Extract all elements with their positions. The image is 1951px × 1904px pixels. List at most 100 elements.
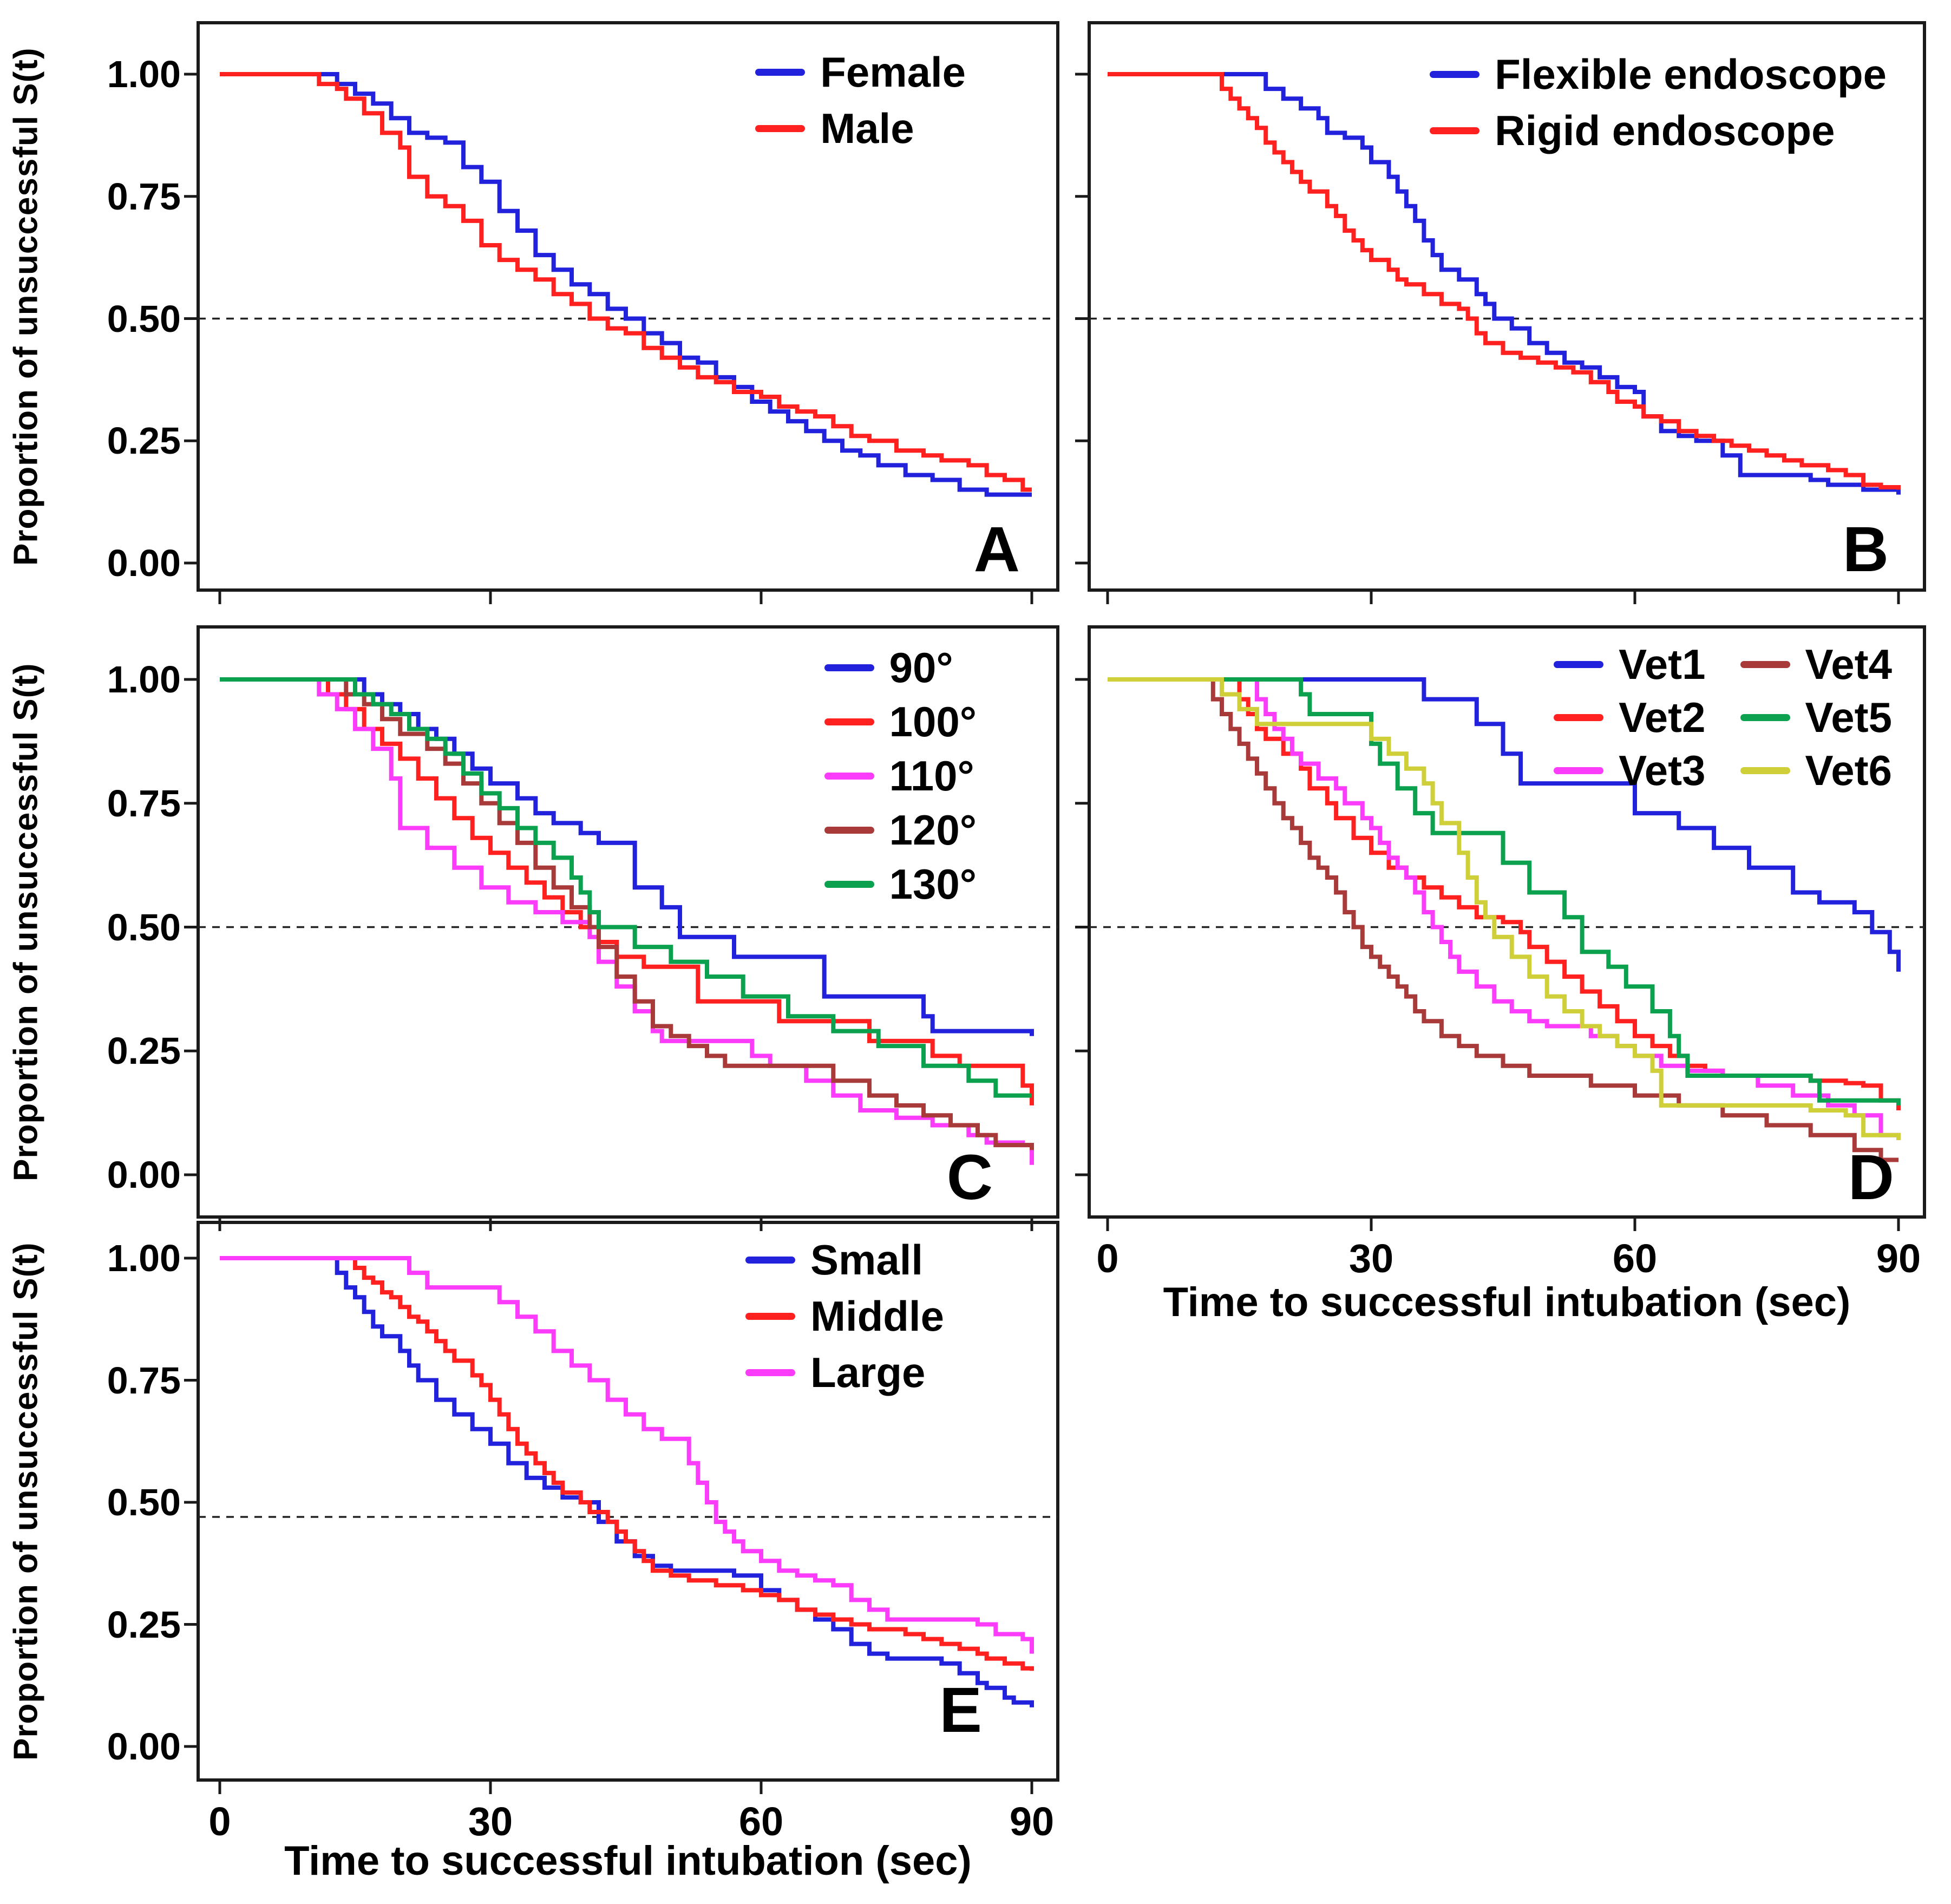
legend-label: 130° bbox=[889, 860, 977, 908]
panel-B-legend: Flexible endoscope Rigid endoscope bbox=[1430, 53, 1887, 152]
series-Male bbox=[220, 72, 1032, 492]
legend-item-120°: 120° bbox=[824, 809, 977, 851]
legend-swatch-100° bbox=[824, 718, 874, 725]
legend-item-Small: Small bbox=[745, 1239, 944, 1281]
legend-swatch-Vet2 bbox=[1554, 714, 1604, 721]
x-tick-label: 30 bbox=[468, 1799, 513, 1844]
legend-item-Male: Male bbox=[755, 107, 966, 149]
series-100° bbox=[220, 677, 1034, 1105]
y-tick-label: 0.00 bbox=[107, 1154, 181, 1196]
series-Rigid endoscope bbox=[1108, 72, 1901, 490]
legend-swatch-110° bbox=[824, 772, 874, 780]
y-tick-label: 1.00 bbox=[107, 658, 181, 701]
panel-C-letter: C bbox=[946, 1142, 993, 1213]
legend-label: 120° bbox=[889, 806, 977, 854]
legend-label: Vet5 bbox=[1805, 693, 1892, 741]
legend-item-Large: Large bbox=[745, 1351, 944, 1393]
x-tick-label: 0 bbox=[1096, 1236, 1119, 1281]
legend-item-130°: 130° bbox=[824, 863, 977, 905]
legend-label: Large bbox=[810, 1349, 926, 1396]
y-tick-label: 0.75 bbox=[107, 175, 181, 218]
legend-swatch-Vet5 bbox=[1740, 714, 1790, 721]
series-Vet1 bbox=[1108, 677, 1901, 972]
x-tick-label: 0 bbox=[208, 1799, 231, 1844]
legend-label: Small bbox=[810, 1236, 924, 1284]
panel-C-plot bbox=[184, 625, 1059, 1231]
legend-item-Vet6: Vet6 bbox=[1740, 749, 1892, 791]
legend-swatch-Large bbox=[745, 1369, 795, 1376]
legend-item-Middle: Middle bbox=[745, 1295, 944, 1337]
legend-label: Flexible endoscope bbox=[1495, 50, 1887, 98]
series-Vet6 bbox=[1108, 677, 1901, 1140]
y-tick-label: 0.00 bbox=[107, 1725, 181, 1768]
legend-label: 100° bbox=[889, 698, 977, 745]
legend-swatch-Middle bbox=[745, 1312, 795, 1320]
legend-swatch-Flexible endoscope bbox=[1430, 70, 1480, 78]
panel-B-plot bbox=[1075, 21, 1926, 604]
panel-A-legend: Female Male bbox=[755, 51, 966, 149]
y-tick-label: 0.50 bbox=[107, 297, 181, 340]
panel-D: Vet1 Vet4 Vet2 Vet5 Vet3 Vet6 D bbox=[1075, 625, 1926, 1231]
panel-E-legend: Small Middle Large bbox=[745, 1239, 944, 1393]
legend-label: Rigid endoscope bbox=[1495, 107, 1835, 154]
legend-swatch-120° bbox=[824, 826, 874, 834]
y-tick-label: 0.75 bbox=[107, 1359, 181, 1402]
legend-swatch-Vet1 bbox=[1554, 660, 1604, 668]
legend-swatch-130° bbox=[824, 880, 874, 888]
y-tick-label: 0.00 bbox=[107, 542, 181, 584]
y-tick-label: 1.00 bbox=[107, 53, 181, 95]
panel-E-plot bbox=[184, 1221, 1059, 1794]
legend-swatch-Male bbox=[755, 125, 806, 132]
series-120° bbox=[220, 677, 1034, 1150]
y-tick-label: 0.25 bbox=[107, 1030, 181, 1072]
legend-item-Flexible endoscope: Flexible endoscope bbox=[1430, 53, 1887, 95]
legend-label: Vet2 bbox=[1619, 693, 1706, 741]
legend-item-100°: 100° bbox=[824, 701, 977, 743]
series-Vet5 bbox=[1108, 677, 1901, 1105]
legend-label: Vet3 bbox=[1619, 747, 1706, 794]
legend-swatch-Rigid endoscope bbox=[1430, 127, 1480, 134]
legend-swatch-Vet3 bbox=[1554, 767, 1604, 774]
panel-B: Flexible endoscope Rigid endoscope B bbox=[1075, 21, 1926, 604]
panel-A-letter: A bbox=[973, 514, 1020, 585]
legend-item-110°: 110° bbox=[824, 755, 977, 797]
legend-item-Vet1: Vet1 bbox=[1554, 643, 1706, 685]
legend-label: Vet4 bbox=[1805, 640, 1892, 688]
y-axis-title-row3: Proportion of unsuccessful S(t) bbox=[7, 1242, 45, 1761]
legend-label: Vet6 bbox=[1805, 747, 1892, 794]
y-axis-title-row2: Proportion of unsuccessful S(t) bbox=[7, 663, 45, 1181]
legend-item-Vet4: Vet4 bbox=[1740, 643, 1892, 685]
x-tick-label: 60 bbox=[738, 1799, 784, 1844]
y-tick-label: 0.50 bbox=[107, 1481, 181, 1523]
panel-C-legend: 90° 100° 110° 120° 130° bbox=[824, 646, 977, 905]
legend-item-Vet5: Vet5 bbox=[1740, 696, 1892, 738]
series-Large bbox=[220, 1256, 1034, 1654]
x-tick-label: 90 bbox=[1876, 1236, 1921, 1281]
x-axis-title-D: Time to successful intubation (sec) bbox=[1163, 1279, 1851, 1325]
panel-E-letter: E bbox=[939, 1674, 982, 1746]
panel-A: Female Male A bbox=[184, 21, 1059, 604]
legend-item-Vet3: Vet3 bbox=[1554, 747, 1706, 794]
series-130° bbox=[220, 677, 1032, 1098]
legend-item-Vet2: Vet2 bbox=[1554, 693, 1706, 741]
y-tick-label: 0.25 bbox=[107, 420, 181, 462]
y-tick-label: 0.25 bbox=[107, 1603, 181, 1646]
y-tick-label: 0.75 bbox=[107, 782, 181, 825]
legend-label: 110° bbox=[889, 752, 974, 800]
panel-E: Small Middle Large E bbox=[184, 1221, 1059, 1794]
legend-swatch-Small bbox=[745, 1256, 795, 1264]
y-tick-label: 1.00 bbox=[107, 1237, 181, 1279]
panel-D-plot bbox=[1075, 625, 1926, 1231]
x-tick-label: 30 bbox=[1348, 1236, 1394, 1281]
series-90° bbox=[220, 677, 1034, 1036]
x-tick-label: 60 bbox=[1612, 1236, 1658, 1281]
y-tick-label: 0.50 bbox=[107, 906, 181, 948]
legend-item-90°: 90° bbox=[824, 646, 977, 689]
y-axis-title-row1: Proportion of unsuccessful S(t) bbox=[7, 47, 45, 566]
x-axis-title-E: Time to successful intubation (sec) bbox=[284, 1838, 972, 1884]
series-Middle bbox=[220, 1256, 1034, 1671]
x-tick-label: 90 bbox=[1009, 1799, 1055, 1844]
series-Female bbox=[220, 72, 1032, 497]
series-Flexible endoscope bbox=[1108, 72, 1901, 495]
